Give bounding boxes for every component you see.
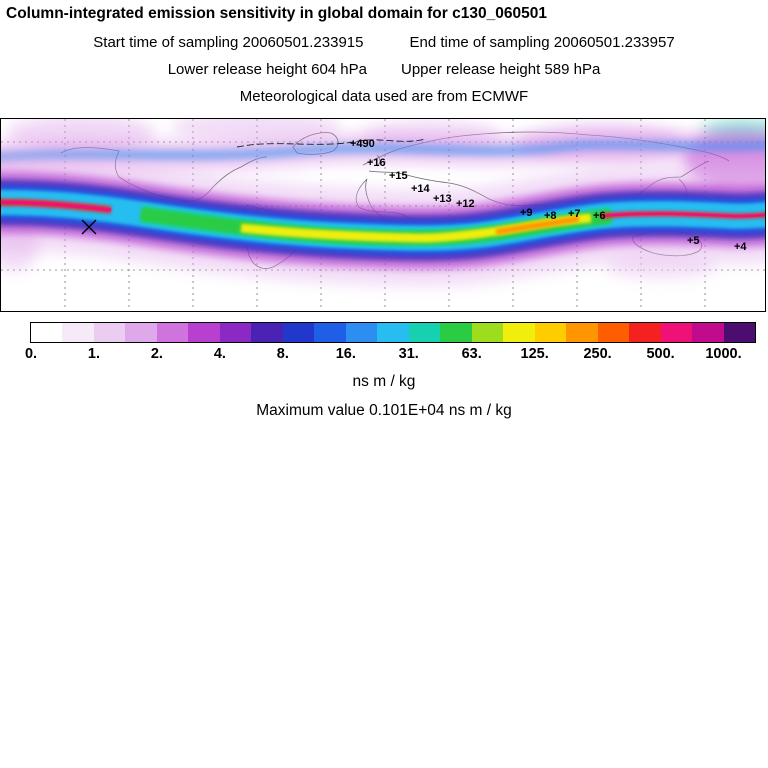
colorbar-tick: 8. bbox=[276, 346, 289, 362]
sampling-times-line: Start time of sampling 20060501.233915 E… bbox=[0, 34, 768, 51]
colorbar-segment bbox=[31, 323, 63, 342]
colorbar-segment bbox=[377, 323, 409, 342]
colorbar-tick: 4. bbox=[213, 346, 226, 362]
emission-sensitivity-map: +490 +16+15+14+13 +12 +9 +8 +7 +6 +5 +4 bbox=[1, 119, 765, 311]
lower-release-text: Lower release height 604 hPa bbox=[167, 61, 367, 78]
colorbar-segment bbox=[660, 323, 693, 342]
track-marker: +13 bbox=[433, 193, 452, 205]
track-marker: +5 bbox=[687, 235, 700, 247]
map-plot: +490 +16 +15 +14 +13 +12 +9 +8 +7 +6 +5 +4 bbox=[0, 118, 766, 312]
colorbar-segment bbox=[629, 323, 661, 342]
colorbar-segment bbox=[251, 323, 283, 342]
colorbar-tick: 500. bbox=[646, 346, 675, 362]
colorbar-segment bbox=[345, 323, 378, 342]
colorbar-tick: 63. bbox=[461, 346, 482, 362]
track-marker: +16 bbox=[367, 157, 386, 169]
colorbar-segment bbox=[471, 323, 504, 342]
colorbar-tick: 0. bbox=[24, 346, 38, 362]
colorbar-segment bbox=[723, 323, 756, 342]
colorbar-segment bbox=[314, 323, 346, 342]
colorbar-tick: 31. bbox=[398, 346, 419, 362]
colorbar-tick: 16. bbox=[335, 346, 356, 362]
colorbar-segment bbox=[534, 323, 567, 342]
colorbar-segment bbox=[566, 323, 598, 342]
colorbar-segment bbox=[188, 323, 220, 342]
colorbar-segment bbox=[62, 323, 94, 342]
track-marker: +12 bbox=[456, 198, 475, 210]
track-marker: +4 bbox=[734, 241, 747, 253]
end-time-text: End time of sampling 20060501.233957 bbox=[409, 34, 675, 51]
track-marker: +14 bbox=[411, 183, 431, 195]
colorbar-segment bbox=[440, 323, 472, 342]
colorbar-tick: 1000. bbox=[705, 346, 742, 362]
upper-release-text: Upper release height 589 hPa bbox=[401, 61, 601, 78]
colorbar-tick: 125. bbox=[520, 346, 549, 362]
start-time-text: Start time of sampling 20060501.233915 bbox=[93, 34, 364, 51]
colorbar-segment bbox=[692, 323, 724, 342]
colorbar-segment bbox=[408, 323, 441, 342]
track-marker: +9 bbox=[520, 207, 533, 219]
colorbar-segment bbox=[93, 323, 126, 342]
colorbar-segment bbox=[597, 323, 630, 342]
colorbar-segment bbox=[282, 323, 315, 342]
release-heights-line: Lower release height 604 hPa Upper relea… bbox=[0, 61, 768, 78]
colorbar-tick: 1. bbox=[87, 346, 100, 362]
release-location-marker bbox=[81, 219, 97, 235]
colorbar-ticks: 0. 1. 2. 4. 8. 16. 31. 63. 125. 250. 500. 1000. bbox=[25, 346, 755, 363]
track-marker: +6 bbox=[593, 210, 606, 222]
flight-track-markers: +490 +16+15+14+13 +12 +9 +8 +7 +6 +5 +4 bbox=[350, 138, 747, 253]
met-data-text: Meteorological data used are from ECMWF bbox=[239, 88, 529, 105]
colorbar-segment bbox=[219, 323, 252, 342]
maximum-value-label: Maximum value 0.101E+04 ns m / kg bbox=[256, 402, 512, 419]
track-marker: +8 bbox=[544, 210, 557, 222]
figure-title: Column-integrated emission sensitivity i… bbox=[6, 5, 547, 22]
colorbar-segment bbox=[503, 323, 535, 342]
colorbar-tick: 250. bbox=[583, 346, 612, 362]
colorbar-segment bbox=[125, 323, 157, 342]
contour-line bbox=[236, 138, 426, 148]
track-marker: +490 bbox=[350, 138, 375, 150]
track-marker: +7 bbox=[568, 208, 581, 220]
colorbar-tick: 2. bbox=[150, 346, 163, 362]
colorbar bbox=[30, 322, 756, 343]
main-plume bbox=[1, 154, 765, 287]
colorbar-segment bbox=[156, 323, 189, 342]
met-data-line: Meteorological data used are from ECMWF bbox=[0, 88, 768, 105]
secondary-north-band bbox=[1, 130, 765, 171]
colorbar-units-label: ns m / kg bbox=[352, 373, 416, 390]
track-marker: +15 bbox=[389, 170, 408, 182]
